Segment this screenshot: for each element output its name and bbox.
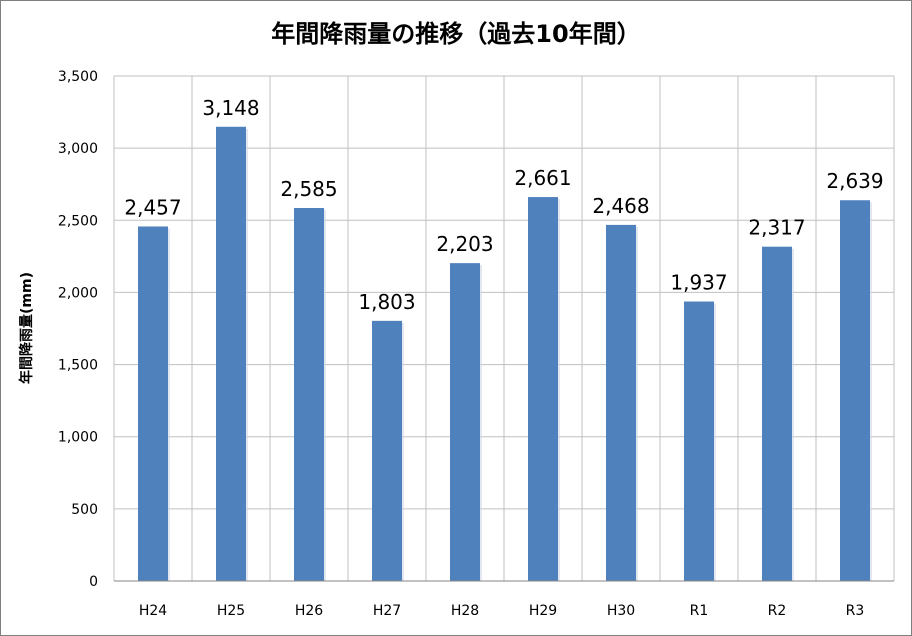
x-tick-label: R3 — [846, 603, 865, 619]
x-tick-label: H29 — [529, 603, 557, 619]
y-tick-label: 500 — [71, 502, 98, 518]
bar — [138, 226, 168, 582]
bar — [294, 208, 324, 581]
data-label: 2,203 — [436, 232, 493, 256]
data-label: 2,585 — [280, 177, 337, 201]
y-tick-label: 0 — [89, 574, 98, 590]
bar — [372, 320, 402, 581]
y-tick-label: 3,500 — [58, 69, 98, 85]
chart-title: 年間降雨量の推移（過去10年間） — [271, 20, 641, 48]
data-label: 2,317 — [748, 216, 805, 240]
data-label: 2,661 — [514, 166, 571, 190]
bar — [606, 224, 636, 581]
data-label: 3,148 — [202, 96, 259, 120]
data-label: 2,468 — [592, 194, 649, 218]
x-tick-label: R2 — [768, 603, 787, 619]
x-tick-label: H27 — [373, 603, 401, 619]
bar — [528, 197, 558, 581]
x-tick-label: H24 — [139, 603, 167, 619]
y-tick-label: 2,500 — [58, 213, 98, 229]
data-label: 1,803 — [358, 290, 415, 314]
bar — [216, 126, 246, 581]
y-tick-label: 1,500 — [58, 358, 98, 374]
x-tick-label: H30 — [607, 603, 635, 619]
x-tick-label: R1 — [690, 603, 709, 619]
bar — [684, 301, 714, 581]
bar — [762, 246, 792, 581]
y-tick-label: 3,000 — [58, 141, 98, 157]
data-label: 1,937 — [670, 271, 727, 295]
y-tick-label: 1,000 — [58, 430, 98, 446]
data-label: 2,457 — [124, 195, 181, 219]
x-tick-label: H25 — [217, 603, 245, 619]
bar — [840, 200, 870, 582]
y-tick-label: 2,000 — [58, 285, 98, 301]
x-tick-label: H26 — [295, 603, 323, 619]
data-label: 2,639 — [826, 169, 883, 193]
x-tick-label: H28 — [451, 603, 479, 619]
bar — [450, 263, 480, 581]
